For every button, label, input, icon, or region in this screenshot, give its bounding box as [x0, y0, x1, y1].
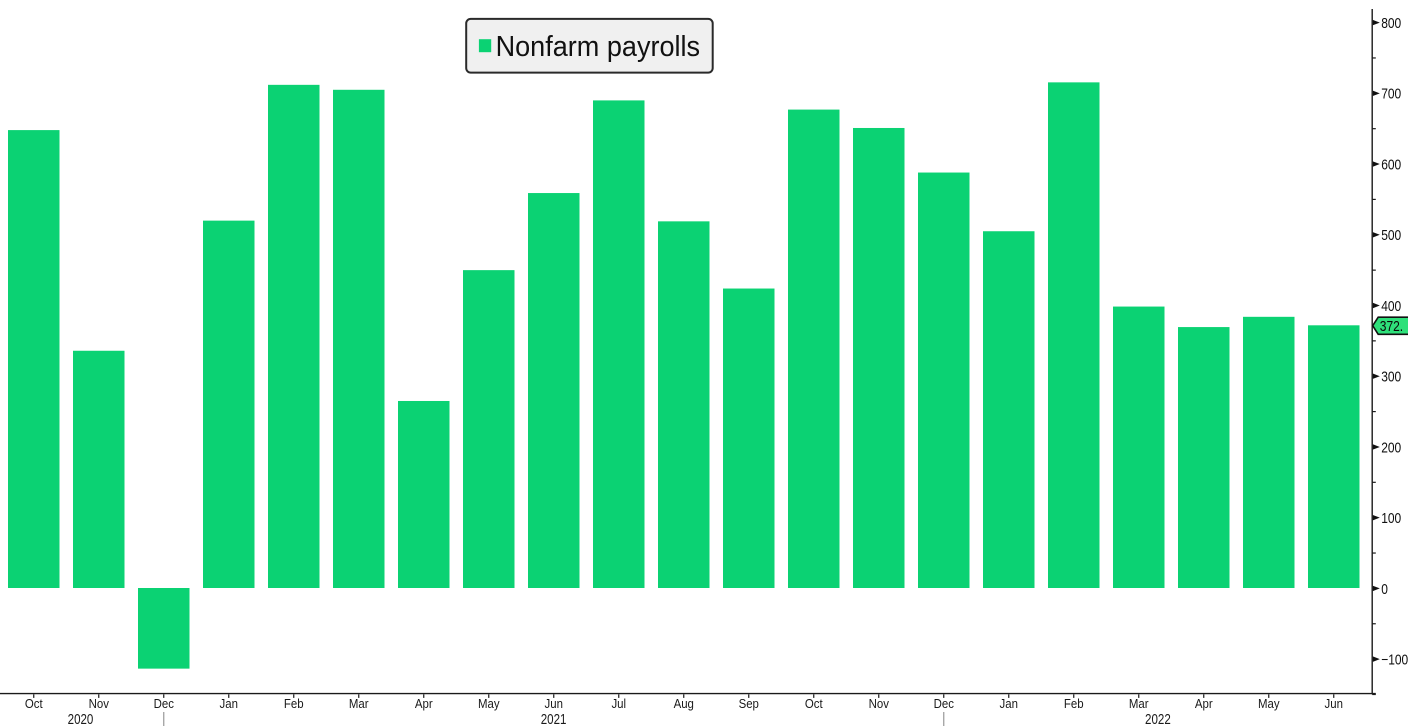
- svg-text:800: 800: [1381, 15, 1401, 32]
- svg-text:2022: 2022: [1145, 712, 1171, 726]
- svg-text:Oct: Oct: [25, 696, 43, 711]
- svg-text:300: 300: [1381, 369, 1401, 386]
- svg-text:Feb: Feb: [1064, 696, 1084, 711]
- svg-text:Apr: Apr: [1195, 696, 1213, 711]
- svg-text:Jan: Jan: [1000, 696, 1018, 711]
- svg-text:−100: −100: [1381, 651, 1408, 668]
- svg-text:Aug: Aug: [674, 696, 694, 711]
- svg-text:May: May: [478, 696, 500, 711]
- svg-text:Mar: Mar: [1129, 696, 1149, 711]
- svg-text:Dec: Dec: [154, 696, 175, 711]
- svg-text:Jun: Jun: [545, 696, 563, 711]
- svg-text:Mar: Mar: [349, 696, 369, 711]
- svg-text:100: 100: [1381, 510, 1401, 527]
- svg-text:700: 700: [1381, 86, 1401, 103]
- svg-text:0: 0: [1381, 581, 1388, 598]
- svg-text:Sep: Sep: [739, 696, 759, 711]
- svg-text:2020: 2020: [68, 712, 94, 726]
- svg-text:Nov: Nov: [869, 696, 890, 711]
- svg-text:372.: 372.: [1380, 318, 1403, 335]
- svg-text:Apr: Apr: [415, 696, 433, 711]
- svg-text:500: 500: [1381, 227, 1401, 244]
- svg-text:200: 200: [1381, 439, 1401, 456]
- svg-text:Nov: Nov: [89, 696, 110, 711]
- svg-text:Nonfarm payrolls: Nonfarm payrolls: [496, 31, 700, 63]
- svg-text:Dec: Dec: [934, 696, 955, 711]
- svg-text:Jun: Jun: [1325, 696, 1343, 711]
- svg-text:600: 600: [1381, 156, 1401, 173]
- svg-text:400: 400: [1381, 298, 1401, 315]
- svg-text:2021: 2021: [541, 712, 567, 726]
- svg-text:May: May: [1258, 696, 1280, 711]
- svg-text:Jul: Jul: [611, 696, 626, 711]
- svg-text:Feb: Feb: [284, 696, 304, 711]
- svg-text:Oct: Oct: [805, 696, 823, 711]
- svg-text:Jan: Jan: [220, 696, 238, 711]
